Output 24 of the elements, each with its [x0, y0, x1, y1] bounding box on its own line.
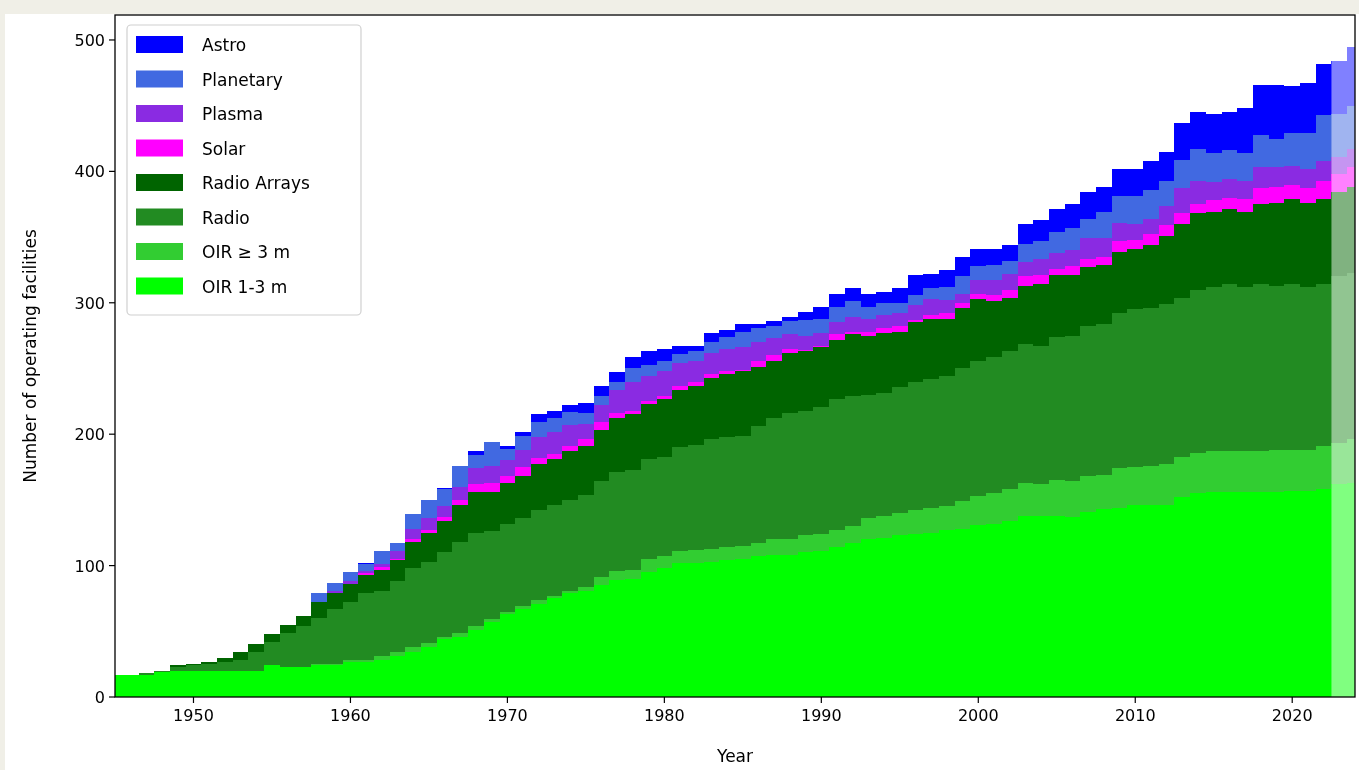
y-tick-label: 200: [74, 425, 105, 445]
x-tick-label: 2000: [957, 706, 999, 725]
legend-label: OIR ≥ 3 m: [202, 242, 291, 262]
y-tick-label: 400: [74, 162, 105, 182]
y-tick-label: 100: [74, 556, 105, 576]
x-tick-label: 1990: [800, 706, 842, 725]
legend-label: Plasma: [202, 104, 264, 124]
y-tick-label: 300: [74, 293, 105, 313]
legend-label: Planetary: [202, 69, 283, 90]
x-tick-label: 1950: [173, 706, 214, 725]
y-tick-label: 500: [74, 30, 105, 50]
x-tick-label: 1960: [330, 706, 371, 725]
legend-label: Radio: [202, 207, 250, 228]
x-tick-label: 2010: [1114, 706, 1156, 725]
x-tick-label: 2020: [1271, 706, 1313, 725]
y-tick-label: 0: [94, 688, 105, 707]
legend-label: Solar: [202, 138, 246, 159]
y-axis-title: Number of operating facilities: [20, 229, 40, 483]
legend-label: Radio Arrays: [202, 173, 310, 193]
x-tick-label: 1970: [487, 706, 528, 725]
legend-label: Astro: [202, 35, 247, 55]
x-axis-title: Year: [716, 746, 753, 766]
legend-label: OIR 1-3 m: [202, 276, 288, 297]
x-tick-label: 1980: [644, 706, 685, 725]
